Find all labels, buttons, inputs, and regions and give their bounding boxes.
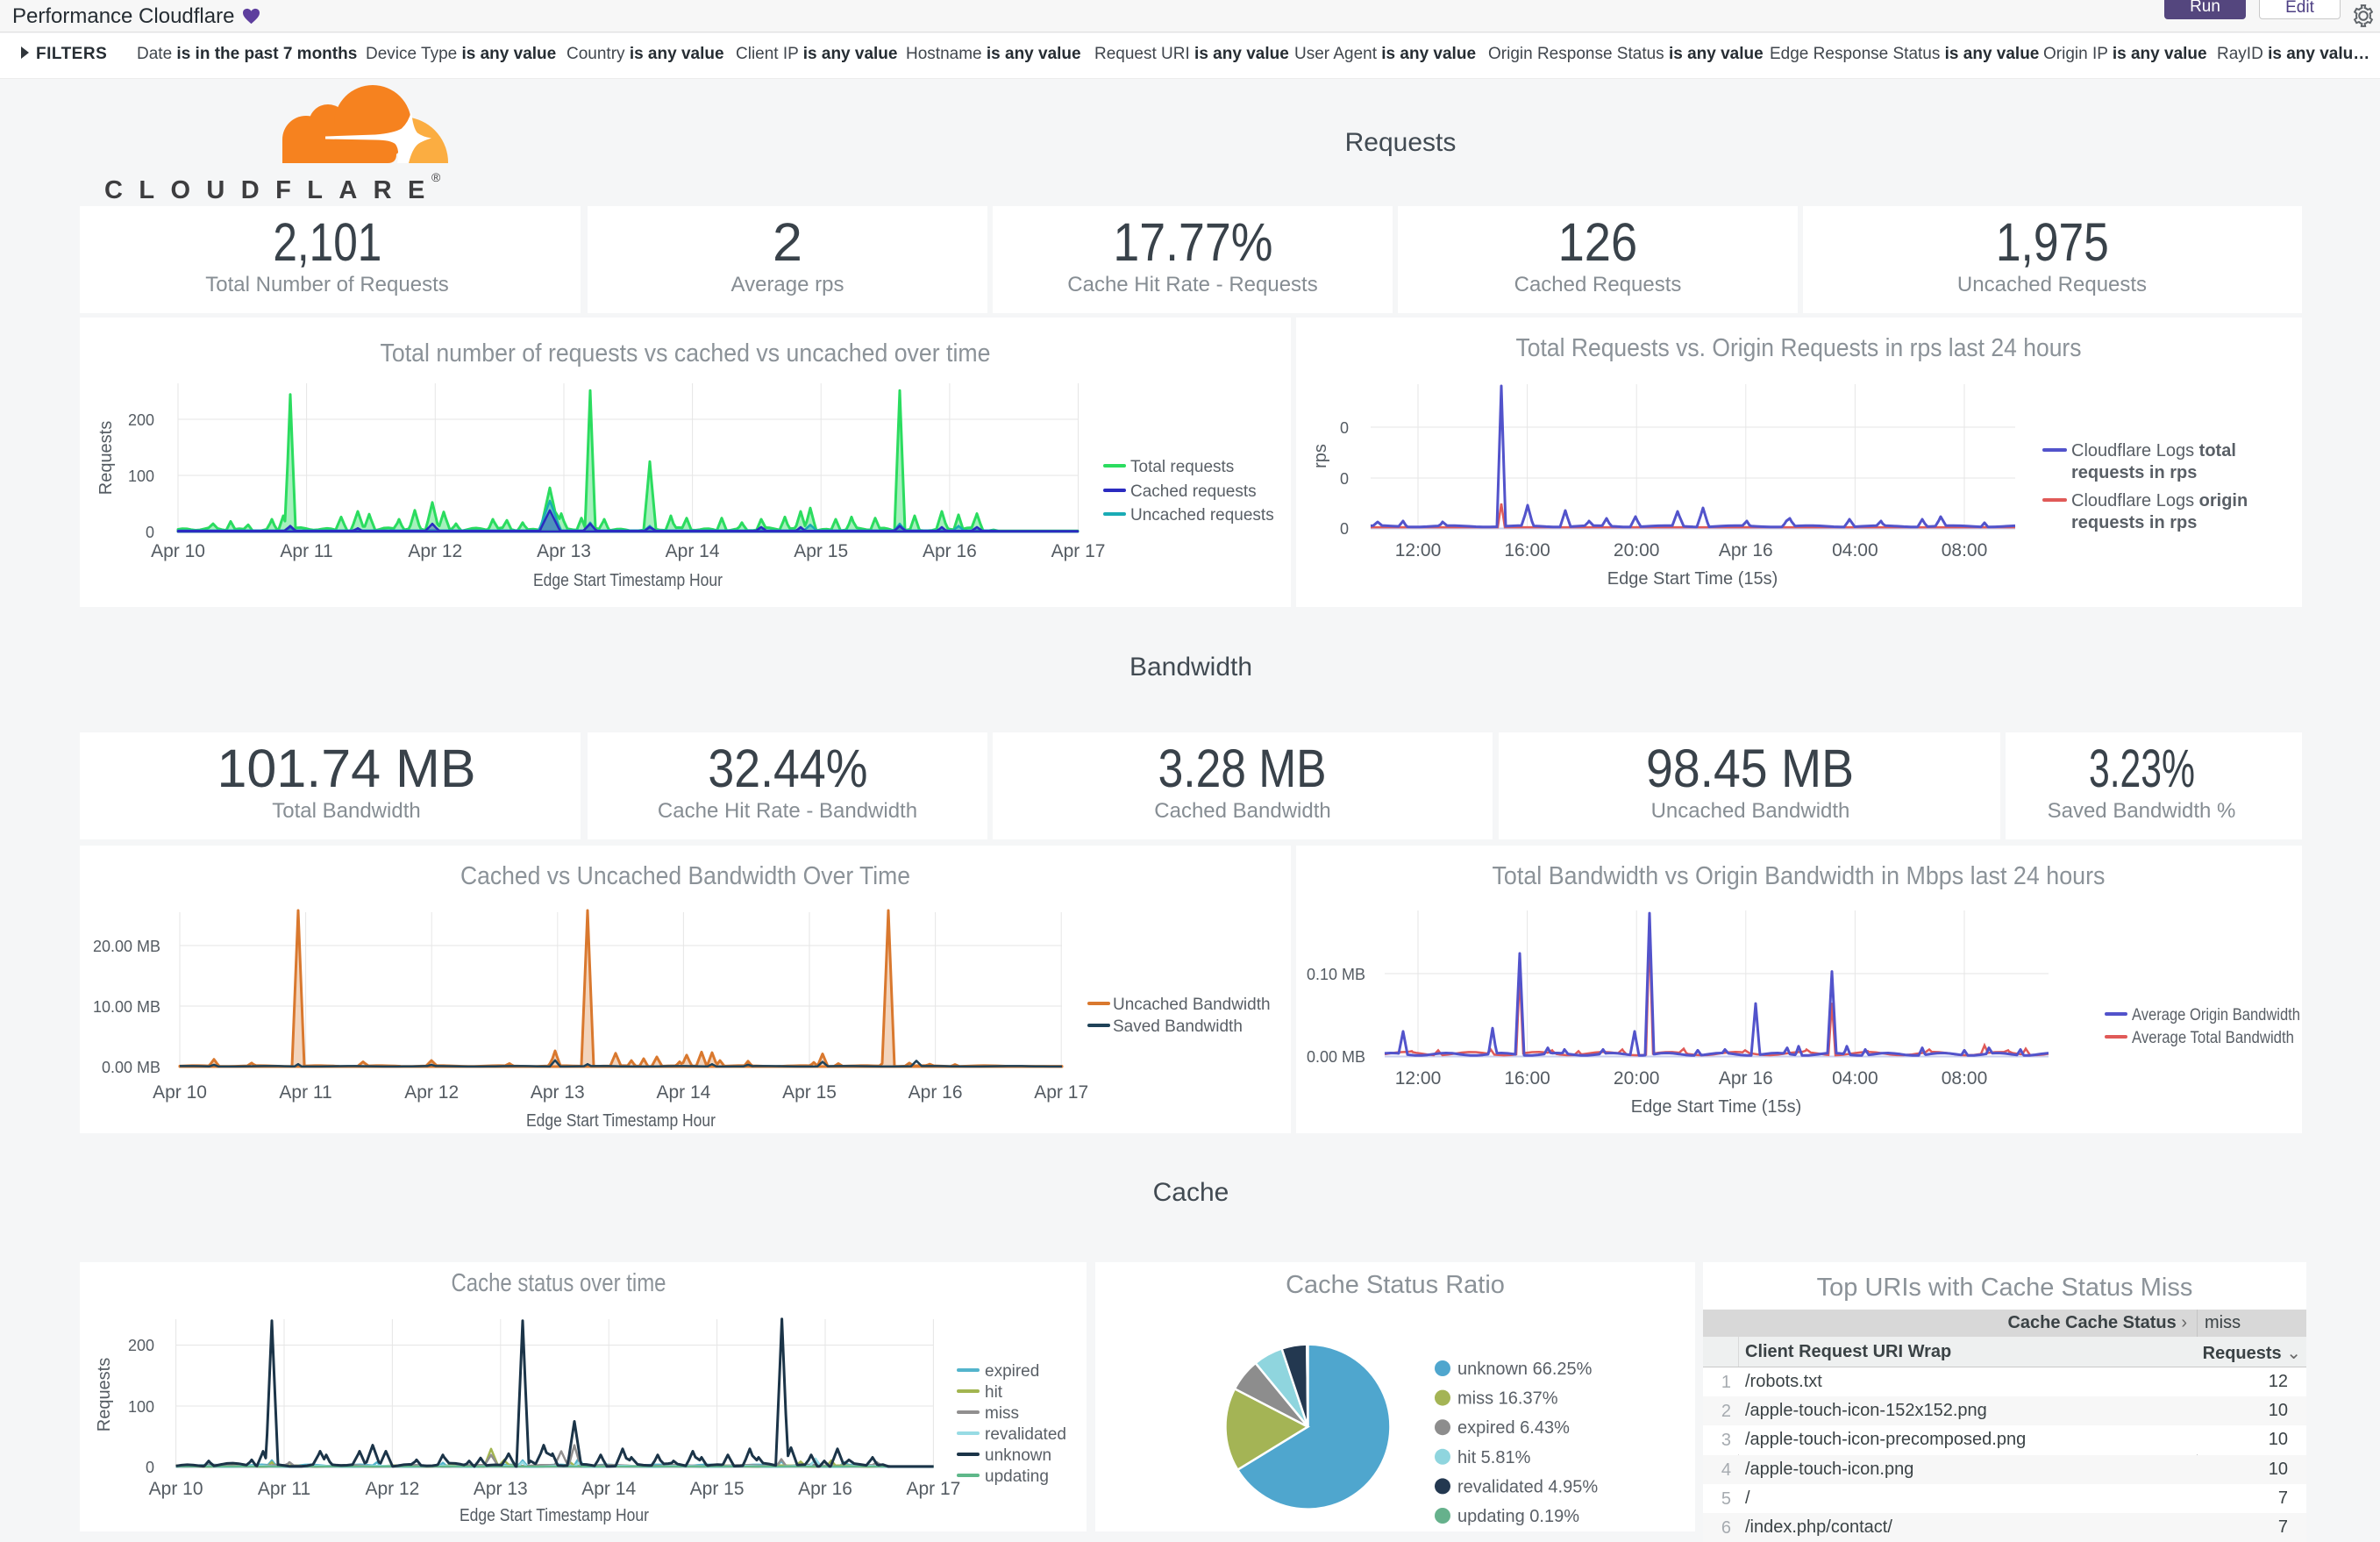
svg-text:updating: updating: [985, 1467, 1049, 1486]
svg-text:Apr 16: Apr 16: [798, 1479, 852, 1499]
svg-text:rps: rps: [1311, 444, 1330, 468]
svg-text:Apr 16: Apr 16: [1719, 1068, 1773, 1089]
svg-text:miss: miss: [985, 1404, 1019, 1423]
svg-text:Uncached Bandwidth: Uncached Bandwidth: [1113, 996, 1271, 1014]
svg-text:0.10 MB: 0.10 MB: [1307, 966, 1365, 983]
svg-text:Apr 12: Apr 12: [365, 1479, 419, 1499]
svg-text:0: 0: [1340, 419, 1349, 437]
svg-text:20.00 MB: 20.00 MB: [93, 938, 160, 955]
svg-text:20:00: 20:00: [1614, 1068, 1660, 1089]
svg-text:Total requests: Total requests: [1130, 458, 1234, 476]
svg-text:Cached vs Uncached Bandwidth O: Cached vs Uncached Bandwidth Over Time: [460, 862, 910, 890]
svg-text:revalidated 4.95%: revalidated 4.95%: [1457, 1477, 1598, 1496]
svg-text:04:00: 04:00: [1832, 1068, 1878, 1089]
svg-text:Apr 15: Apr 15: [794, 541, 848, 561]
svg-text:16:00: 16:00: [1504, 540, 1550, 560]
svg-text:Apr 11: Apr 11: [258, 1479, 310, 1499]
svg-text:Cached requests: Cached requests: [1130, 482, 1257, 501]
svg-text:Average Origin Bandwidth: Average Origin Bandwidth: [2132, 1006, 2300, 1024]
svg-text:Apr 10: Apr 10: [149, 1479, 203, 1499]
svg-text:revalidated: revalidated: [985, 1425, 1066, 1444]
svg-text:hit: hit: [985, 1383, 1003, 1402]
svg-text:Uncached requests: Uncached requests: [1130, 506, 1274, 525]
svg-text:04:00: 04:00: [1832, 540, 1878, 560]
svg-text:Requests: Requests: [96, 421, 116, 496]
svg-text:Apr 14: Apr 14: [656, 1082, 710, 1103]
svg-text:12:00: 12:00: [1395, 540, 1442, 560]
svg-text:Apr 11: Apr 11: [279, 1082, 331, 1103]
svg-text:Apr 17: Apr 17: [1051, 541, 1106, 561]
svg-text:unknown 66.25%: unknown 66.25%: [1457, 1360, 1593, 1379]
svg-text:12:00: 12:00: [1395, 1068, 1442, 1089]
svg-text:16:00: 16:00: [1504, 1068, 1550, 1089]
svg-text:Apr 16: Apr 16: [1719, 540, 1773, 560]
svg-text:Apr 12: Apr 12: [408, 541, 462, 561]
svg-text:Apr 17: Apr 17: [1034, 1082, 1088, 1103]
svg-text:0.00 MB: 0.00 MB: [1307, 1048, 1365, 1066]
svg-text:Apr 15: Apr 15: [690, 1479, 745, 1499]
svg-text:Average Total Bandwidth: Average Total Bandwidth: [2132, 1029, 2294, 1047]
svg-text:0: 0: [1340, 470, 1349, 488]
svg-text:hit 5.81%: hit 5.81%: [1457, 1448, 1531, 1467]
svg-text:0: 0: [146, 1459, 154, 1476]
svg-text:miss 16.37%: miss 16.37%: [1457, 1389, 1558, 1409]
svg-text:100: 100: [128, 468, 154, 485]
svg-text:Edge Start Timestamp Hour: Edge Start Timestamp Hour: [460, 1506, 649, 1525]
svg-text:Apr 16: Apr 16: [909, 1082, 963, 1103]
svg-text:Saved Bandwidth: Saved Bandwidth: [1113, 1017, 1243, 1036]
svg-text:requests in rps: requests in rps: [2071, 463, 2197, 482]
svg-text:Apr 14: Apr 14: [581, 1479, 636, 1499]
svg-text:Cloudflare Logs total: Cloudflare Logs total: [2071, 441, 2236, 460]
svg-text:Edge Start Timestamp Hour: Edge Start Timestamp Hour: [526, 1111, 716, 1131]
svg-text:requests in rps: requests in rps: [2071, 513, 2197, 532]
svg-text:Apr 13: Apr 13: [537, 541, 591, 561]
svg-text:10.00 MB: 10.00 MB: [93, 998, 160, 1016]
svg-text:20:00: 20:00: [1614, 540, 1660, 560]
svg-text:0: 0: [1340, 520, 1349, 538]
svg-text:Apr 10: Apr 10: [151, 541, 205, 561]
svg-text:Total Requests vs. Origin Requ: Total Requests vs. Origin Requests in rp…: [1516, 334, 2082, 362]
svg-text:08:00: 08:00: [1942, 540, 1988, 560]
svg-text:Total Bandwidth vs Origin Band: Total Bandwidth vs Origin Bandwidth in M…: [1493, 862, 2106, 890]
svg-text:Apr 14: Apr 14: [666, 541, 720, 561]
svg-text:Edge Start Time (15s): Edge Start Time (15s): [1607, 569, 1778, 589]
svg-text:expired: expired: [985, 1362, 1039, 1381]
svg-text:Cache status over time: Cache status over time: [452, 1269, 666, 1297]
svg-text:200: 200: [128, 1337, 154, 1354]
svg-text:Apr 17: Apr 17: [906, 1479, 960, 1499]
svg-text:0: 0: [146, 524, 154, 541]
svg-text:Apr 10: Apr 10: [153, 1082, 207, 1103]
svg-text:Edge Start Timestamp Hour: Edge Start Timestamp Hour: [533, 571, 723, 590]
svg-text:Cloudflare Logs origin: Cloudflare Logs origin: [2071, 491, 2248, 510]
svg-text:100: 100: [128, 1398, 154, 1416]
svg-text:Apr 16: Apr 16: [923, 541, 977, 561]
svg-text:expired 6.43%: expired 6.43%: [1457, 1418, 1570, 1438]
svg-text:unknown: unknown: [985, 1446, 1051, 1465]
svg-text:updating 0.19%: updating 0.19%: [1457, 1507, 1579, 1526]
svg-text:®: ®: [431, 170, 441, 184]
svg-text:200: 200: [128, 411, 154, 429]
svg-text:Apr 12: Apr 12: [404, 1082, 459, 1103]
svg-text:08:00: 08:00: [1942, 1068, 1988, 1089]
svg-text:Apr 13: Apr 13: [531, 1082, 585, 1103]
svg-text:Apr 11: Apr 11: [280, 541, 332, 561]
svg-text:Total number of requests vs ca: Total number of requests vs cached vs un…: [381, 339, 991, 368]
svg-text:Requests: Requests: [95, 1358, 114, 1432]
svg-text:0.00 MB: 0.00 MB: [102, 1059, 160, 1076]
svg-text:Apr 15: Apr 15: [782, 1082, 837, 1103]
svg-text:Apr 13: Apr 13: [474, 1479, 528, 1499]
svg-text:CLOUDFLARE: CLOUDFLARE: [104, 176, 441, 204]
svg-text:Edge Start Time (15s): Edge Start Time (15s): [1631, 1097, 1802, 1117]
svg-text:Cache Status Ratio: Cache Status Ratio: [1286, 1271, 1505, 1299]
